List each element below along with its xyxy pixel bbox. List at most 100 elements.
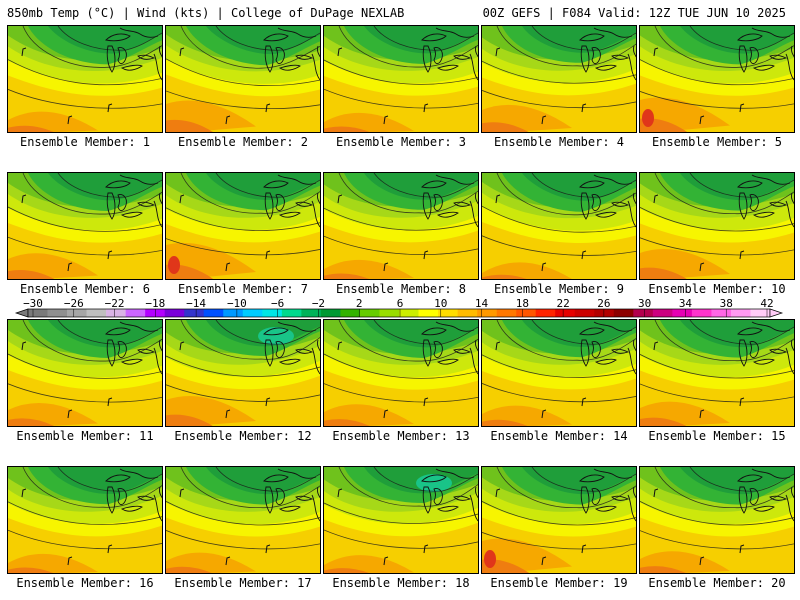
- ensemble-member-label: Ensemble Member: 8: [335, 282, 467, 296]
- colorbar-swatch: [379, 309, 400, 317]
- colorbar-tick-label: 42: [760, 297, 773, 310]
- colorbar-swatch: [477, 309, 497, 317]
- temperature-map: [640, 467, 794, 573]
- colorbar-swatch: [457, 309, 478, 317]
- colorbar-swatch: [574, 309, 595, 317]
- ensemble-panel: [165, 466, 321, 574]
- ensemble-panel: [639, 466, 795, 574]
- ensemble-panel: [481, 319, 637, 427]
- colorbar-swatch: [164, 309, 185, 317]
- temperature-map: [482, 173, 636, 279]
- ensemble-member-label: Ensemble Member: 12: [174, 429, 312, 443]
- temperature-map: [324, 467, 478, 573]
- ensemble-member-label: Ensemble Member: 15: [648, 429, 786, 443]
- colorbar-swatch: [535, 309, 556, 317]
- ensemble-member-label: Ensemble Member: 13: [332, 429, 470, 443]
- ensemble-panel: [481, 25, 637, 133]
- temperature-map: [166, 467, 320, 573]
- colorbar-swatch: [203, 309, 224, 317]
- temperature-map: [482, 467, 636, 573]
- temperature-map: [8, 320, 162, 426]
- ensemble-member-label: Ensemble Member: 5: [651, 135, 783, 149]
- ensemble-panel: [323, 25, 479, 133]
- colorbar-tick-label: −10: [227, 297, 247, 310]
- colorbar-tick-label: −22: [105, 297, 125, 310]
- ensemble-member-label: Ensemble Member: 1: [19, 135, 151, 149]
- ensemble-panel: [7, 25, 163, 133]
- colorbar-tick-label: 14: [475, 297, 489, 310]
- temperature-colorbar: −30 −26 −22 −18 −14 −10 −6 −2 2 6 10 14 18 22 26 30 34 38…: [14, 297, 784, 318]
- temperature-map: [166, 26, 320, 132]
- colorbar-tick-label: 34: [679, 297, 693, 310]
- ensemble-panel: [481, 172, 637, 280]
- colorbar-swatch: [242, 309, 263, 317]
- colorbar-swatch: [67, 309, 87, 317]
- ensemble-panel: [323, 466, 479, 574]
- ensemble-member-label: Ensemble Member: 17: [174, 576, 312, 590]
- ensemble-panel: [7, 319, 163, 427]
- temperature-map: [324, 26, 478, 132]
- ensemble-panel: [481, 466, 637, 574]
- colorbar-tick-label: −14: [186, 297, 206, 310]
- run-valid-time: 00Z GEFS | F084 Valid: 12Z TUE JUN 10 20…: [482, 6, 786, 20]
- ensemble-panel: [165, 172, 321, 280]
- ensemble-panel: [165, 25, 321, 133]
- temperature-map: [8, 467, 162, 573]
- ensemble-member-label: Ensemble Member: 10: [648, 282, 786, 296]
- colorbar-swatch: [47, 309, 68, 317]
- colorbar-swatch: [184, 309, 205, 317]
- ensemble-member-label: Ensemble Member: 4: [493, 135, 625, 149]
- colorbar-swatch: [145, 309, 165, 317]
- colorbar-swatch: [262, 309, 283, 317]
- ensemble-panel: [639, 172, 795, 280]
- colorbar-swatch: [496, 309, 517, 317]
- colorbar-tick-label: −30: [23, 297, 43, 310]
- ensemble-member-label: Ensemble Member: 6: [19, 282, 151, 296]
- colorbar-tick-label: 6: [397, 297, 404, 310]
- ensemble-member-label: Ensemble Member: 20: [648, 576, 786, 590]
- colorbar-tick-label: 10: [434, 297, 447, 310]
- ensemble-member-label: Ensemble Member: 9: [493, 282, 625, 296]
- colorbar-tick-label: 30: [638, 297, 651, 310]
- colorbar-swatch: [320, 309, 341, 317]
- ensemble-member-label: Ensemble Member: 2: [177, 135, 309, 149]
- colorbar-tick-label: −6: [271, 297, 284, 310]
- colorbar-swatch: [28, 309, 48, 317]
- ensemble-panel: [7, 466, 163, 574]
- colorbar-swatch: [340, 309, 361, 317]
- ensemble-panel: [323, 319, 479, 427]
- ensemble-member-label: Ensemble Member: 16: [16, 576, 154, 590]
- colorbar-swatch: [730, 309, 751, 317]
- colorbar-swatch: [106, 309, 126, 317]
- ensemble-panel: [639, 25, 795, 133]
- ensemble-member-label: Ensemble Member: 3: [335, 135, 467, 149]
- temperature-map: [640, 320, 794, 426]
- temperature-map: [640, 26, 794, 132]
- colorbar-swatch: [672, 309, 693, 317]
- colorbar-swatch: [399, 309, 419, 317]
- ensemble-member-label: Ensemble Member: 18: [332, 576, 470, 590]
- temperature-map: [640, 173, 794, 279]
- temperature-map: [324, 173, 478, 279]
- ensemble-member-label: Ensemble Member: 11: [16, 429, 154, 443]
- map-title: 850mb Temp (°C) | Wind (kts) | College o…: [7, 6, 405, 20]
- ensemble-member-label: Ensemble Member: 19: [490, 576, 628, 590]
- colorbar-tick-label: 26: [597, 297, 610, 310]
- colorbar-tick-label: 22: [556, 297, 569, 310]
- colorbar-swatch: [281, 309, 302, 317]
- temperature-map: [166, 173, 320, 279]
- colorbar-tick-label: −26: [64, 297, 84, 310]
- ensemble-panel: [165, 319, 321, 427]
- colorbar-swatch: [359, 309, 380, 317]
- colorbar-swatch: [691, 309, 712, 317]
- colorbar-swatch: [418, 309, 439, 317]
- ensemble-panel: [7, 172, 163, 280]
- temperature-map: [8, 173, 162, 279]
- colorbar-swatch: [438, 309, 458, 317]
- colorbar-swatch: [301, 309, 322, 317]
- temperature-map: [166, 320, 320, 426]
- ensemble-member-label: Ensemble Member: 14: [490, 429, 628, 443]
- colorbar-tick-label: 18: [516, 297, 529, 310]
- colorbar-tick-label: −18: [145, 297, 165, 310]
- temperature-map: [482, 320, 636, 426]
